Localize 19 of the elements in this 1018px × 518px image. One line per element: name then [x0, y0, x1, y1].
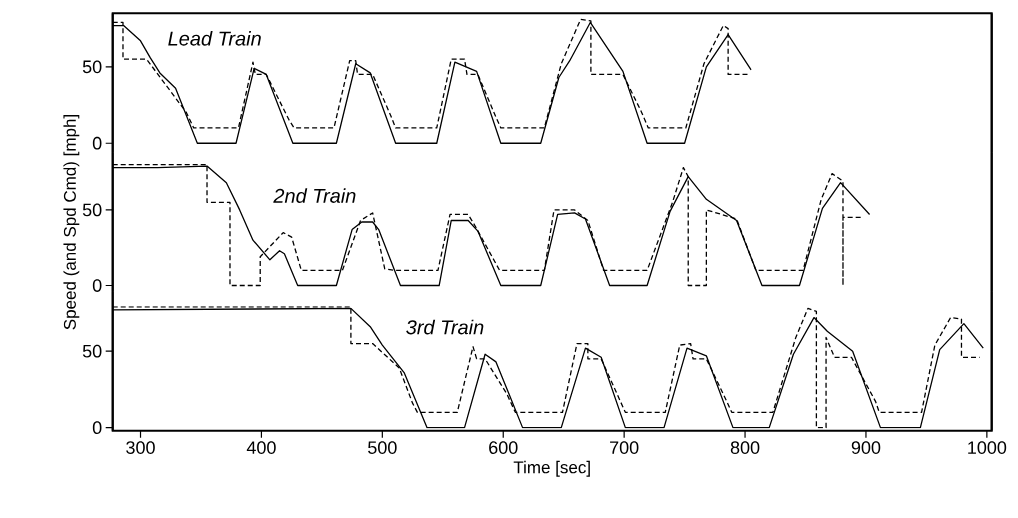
- x-tick-label: 400: [246, 441, 276, 454]
- x-tick-label: 500: [368, 441, 397, 454]
- x-tick-label: 700: [610, 441, 639, 454]
- y-tick-label: 50: [82, 344, 102, 358]
- x-tick-label: 800: [730, 441, 760, 454]
- y-tick-label: 0: [92, 421, 102, 434]
- x-tick-label: 600: [489, 441, 518, 454]
- y-axis-title: Speed (and Spd Cmd) [mph]: [63, 115, 80, 330]
- x-tick-label: 300: [126, 441, 155, 454]
- y-tick-label: 0: [92, 136, 102, 150]
- x-tick-label: 1000: [968, 441, 1007, 454]
- annotation: 3rd Train: [406, 319, 484, 335]
- x-axis-title: Time [sec]: [513, 460, 590, 477]
- annotation: Lead Train: [168, 30, 261, 46]
- annotation: 2nd Train: [273, 188, 356, 203]
- x-tick-label: 900: [851, 441, 881, 454]
- y-tick-label: 0: [92, 279, 102, 292]
- y-tick-label: 50: [82, 203, 102, 217]
- y-tick-label: 50: [82, 60, 102, 74]
